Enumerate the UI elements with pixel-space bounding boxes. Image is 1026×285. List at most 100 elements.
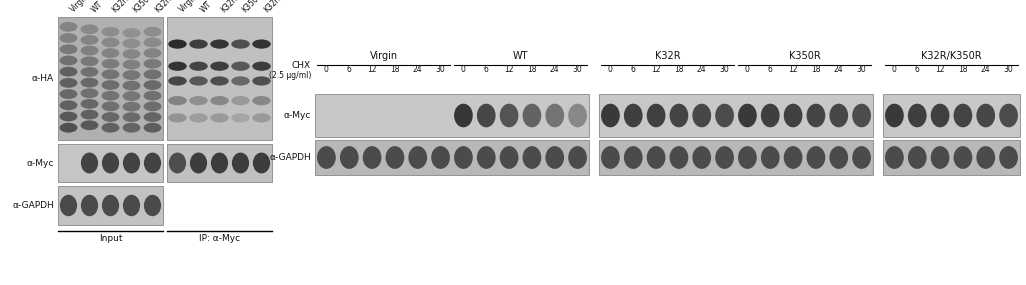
Ellipse shape — [144, 80, 161, 90]
Ellipse shape — [102, 48, 119, 58]
Text: 0: 0 — [608, 66, 613, 74]
Text: WT: WT — [89, 0, 105, 14]
Ellipse shape — [60, 33, 77, 43]
Bar — [599, 140, 873, 175]
Ellipse shape — [60, 44, 77, 54]
Text: K32R/K350R: K32R/K350R — [153, 0, 193, 14]
Text: 24: 24 — [981, 66, 990, 74]
Ellipse shape — [738, 104, 757, 127]
Ellipse shape — [81, 120, 98, 130]
Ellipse shape — [908, 146, 926, 169]
Ellipse shape — [102, 59, 119, 69]
Ellipse shape — [144, 91, 161, 101]
Ellipse shape — [738, 146, 757, 169]
Text: K350R: K350R — [131, 0, 156, 14]
Ellipse shape — [477, 146, 496, 169]
Text: Input: Input — [98, 234, 122, 243]
Text: CHX: CHX — [291, 60, 311, 70]
Ellipse shape — [210, 39, 229, 49]
Ellipse shape — [477, 104, 496, 127]
Ellipse shape — [144, 70, 161, 79]
Ellipse shape — [144, 48, 161, 58]
Ellipse shape — [363, 146, 382, 169]
Ellipse shape — [81, 25, 98, 34]
Ellipse shape — [908, 104, 926, 127]
Ellipse shape — [231, 76, 249, 86]
Ellipse shape — [977, 104, 995, 127]
Ellipse shape — [60, 89, 77, 99]
Ellipse shape — [122, 102, 141, 111]
Ellipse shape — [231, 39, 249, 49]
Text: Virgin: Virgin — [69, 0, 90, 14]
Ellipse shape — [81, 46, 98, 56]
Text: WT: WT — [198, 0, 213, 14]
Ellipse shape — [252, 152, 270, 174]
Ellipse shape — [568, 104, 587, 127]
Ellipse shape — [189, 62, 207, 71]
Ellipse shape — [144, 123, 161, 133]
Ellipse shape — [102, 112, 119, 122]
Ellipse shape — [252, 39, 271, 49]
Text: α-GAPDH: α-GAPDH — [12, 201, 54, 210]
Ellipse shape — [102, 195, 119, 216]
Ellipse shape — [670, 146, 688, 169]
Ellipse shape — [853, 146, 871, 169]
Ellipse shape — [81, 88, 98, 98]
Ellipse shape — [168, 113, 187, 123]
Bar — [167, 144, 272, 182]
Text: 30: 30 — [436, 66, 445, 74]
Ellipse shape — [102, 152, 119, 174]
Text: 12: 12 — [505, 66, 514, 74]
Ellipse shape — [386, 146, 404, 169]
Ellipse shape — [500, 104, 518, 127]
Bar — [315, 140, 589, 175]
Text: 30: 30 — [857, 66, 867, 74]
Ellipse shape — [168, 96, 187, 105]
Text: IP: α-Myc: IP: α-Myc — [199, 234, 240, 243]
Ellipse shape — [624, 104, 642, 127]
Ellipse shape — [60, 195, 77, 216]
Ellipse shape — [122, 91, 141, 101]
Bar — [315, 94, 589, 137]
Ellipse shape — [211, 152, 228, 174]
Ellipse shape — [122, 81, 141, 91]
Ellipse shape — [122, 38, 141, 48]
Text: 6: 6 — [484, 66, 488, 74]
Text: 12: 12 — [367, 66, 377, 74]
Ellipse shape — [829, 146, 849, 169]
Ellipse shape — [189, 76, 207, 86]
Ellipse shape — [953, 146, 973, 169]
Bar — [58, 144, 163, 182]
Ellipse shape — [144, 59, 161, 69]
Ellipse shape — [231, 96, 249, 105]
Text: 0: 0 — [745, 66, 750, 74]
Ellipse shape — [81, 99, 98, 109]
Text: K350R: K350R — [789, 51, 821, 61]
Text: 30: 30 — [719, 66, 729, 74]
Bar — [883, 94, 1020, 137]
Ellipse shape — [784, 104, 802, 127]
Ellipse shape — [81, 152, 98, 174]
Text: 6: 6 — [631, 66, 636, 74]
Ellipse shape — [252, 96, 271, 105]
Text: 6: 6 — [767, 66, 773, 74]
Ellipse shape — [60, 67, 77, 77]
Ellipse shape — [102, 80, 119, 90]
Ellipse shape — [102, 70, 119, 79]
Ellipse shape — [144, 27, 161, 37]
Ellipse shape — [60, 78, 77, 88]
Ellipse shape — [231, 62, 249, 71]
Ellipse shape — [123, 195, 141, 216]
Ellipse shape — [60, 56, 77, 65]
Ellipse shape — [761, 104, 780, 127]
Text: WT: WT — [513, 51, 528, 61]
Ellipse shape — [60, 22, 77, 32]
Ellipse shape — [144, 195, 161, 216]
Text: (2.5 μg/ml): (2.5 μg/ml) — [269, 70, 311, 80]
Text: 0: 0 — [461, 66, 466, 74]
Text: α-GAPDH: α-GAPDH — [269, 153, 311, 162]
Text: 18: 18 — [674, 66, 683, 74]
Text: K32R/K350R: K32R/K350R — [262, 0, 302, 14]
Ellipse shape — [210, 96, 229, 105]
Ellipse shape — [455, 104, 473, 127]
